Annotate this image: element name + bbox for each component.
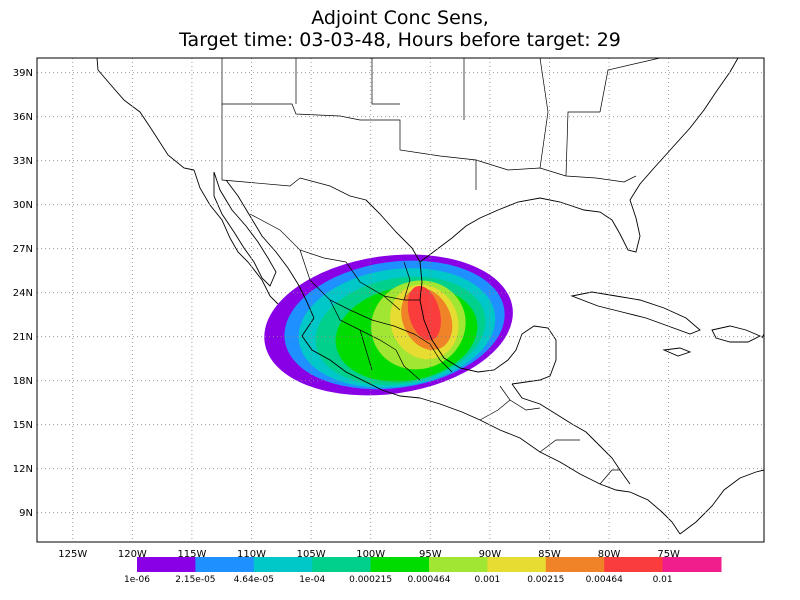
lat-tick-label: 27N bbox=[13, 244, 33, 255]
plot-subtitle: Target time: 03-03-48, Hours before targ… bbox=[179, 29, 621, 51]
lat-tick-label: 12N bbox=[13, 464, 33, 475]
plot-title: Adjoint Conc Sens, bbox=[311, 7, 489, 29]
lon-tick-label: 105W bbox=[297, 549, 326, 560]
lon-tick-label: 85W bbox=[538, 549, 561, 560]
lat-tick-label: 15N bbox=[13, 420, 33, 431]
colorbar-swatch bbox=[545, 557, 605, 572]
colorbar-label: 1e-04 bbox=[299, 575, 325, 585]
colorbar-label: 2.15e-05 bbox=[175, 575, 215, 585]
lon-tick-label: 75W bbox=[657, 549, 680, 560]
colorbar-swatch bbox=[429, 557, 488, 572]
colorbar-label: 0.00464 bbox=[586, 575, 623, 585]
colorbar-swatch bbox=[137, 557, 196, 572]
map-frame bbox=[36, 57, 765, 543]
colorbar-swatch bbox=[195, 557, 255, 572]
lon-tick-label: 115W bbox=[177, 549, 206, 560]
lon-tick-label: 95W bbox=[419, 549, 442, 560]
plume-contour bbox=[407, 285, 441, 341]
colorbar-label: 0.00215 bbox=[527, 575, 564, 585]
colorbar-swatch bbox=[487, 557, 547, 572]
lat-tick-label: 18N bbox=[13, 376, 33, 387]
colorbar-label: 0.000215 bbox=[349, 575, 392, 585]
coastlines-and-borders bbox=[96, 58, 764, 535]
colorbar-label: 4.64e-05 bbox=[234, 575, 274, 585]
colorbar-swatch bbox=[370, 557, 430, 572]
lat-tick-label: 33N bbox=[13, 156, 33, 167]
colorbar-swatch bbox=[253, 557, 313, 572]
lat-tick-label: 39N bbox=[13, 68, 33, 79]
colorbar-swatch bbox=[312, 557, 372, 572]
lat-tick-label: 36N bbox=[13, 112, 33, 123]
lon-tick-label: 100W bbox=[356, 549, 385, 560]
colorbar: 1e-06 2.15e-05 4.64e-05 1e-04 0.000215 0.0004… bbox=[124, 557, 722, 585]
lat-tick-label: 24N bbox=[13, 288, 33, 299]
lon-tick-label: 120W bbox=[118, 549, 147, 560]
lat-tick-label: 9N bbox=[19, 508, 33, 519]
lat-tick-label: 21N bbox=[13, 332, 33, 343]
colorbar-label: 0.01 bbox=[653, 575, 673, 585]
lon-tick-label: 80W bbox=[598, 549, 621, 560]
colorbar-label: 0.000464 bbox=[408, 575, 451, 585]
colorbar-label: 1e-06 bbox=[124, 575, 150, 585]
lon-tick-label: 110W bbox=[237, 549, 266, 560]
lon-tick-label: 90W bbox=[479, 549, 502, 560]
colorbar-swatch bbox=[604, 557, 664, 572]
lat-tick-label: 30N bbox=[13, 200, 33, 211]
lon-tick-label: 125W bbox=[58, 549, 87, 560]
lat-lon-gridlines bbox=[37, 58, 764, 542]
colorbar-swatch bbox=[662, 557, 722, 572]
colorbar-label: 0.001 bbox=[475, 575, 501, 585]
sensitivity-plume bbox=[264, 254, 513, 396]
latitude-tick-labels: 39N 36N 33N 30N 27N 24N 21N 18N 15N 12N 9N bbox=[13, 68, 33, 519]
longitude-tick-labels: 125W 120W 115W 110W 105W 100W 95W 90W 85W 80W 75W bbox=[58, 549, 680, 560]
